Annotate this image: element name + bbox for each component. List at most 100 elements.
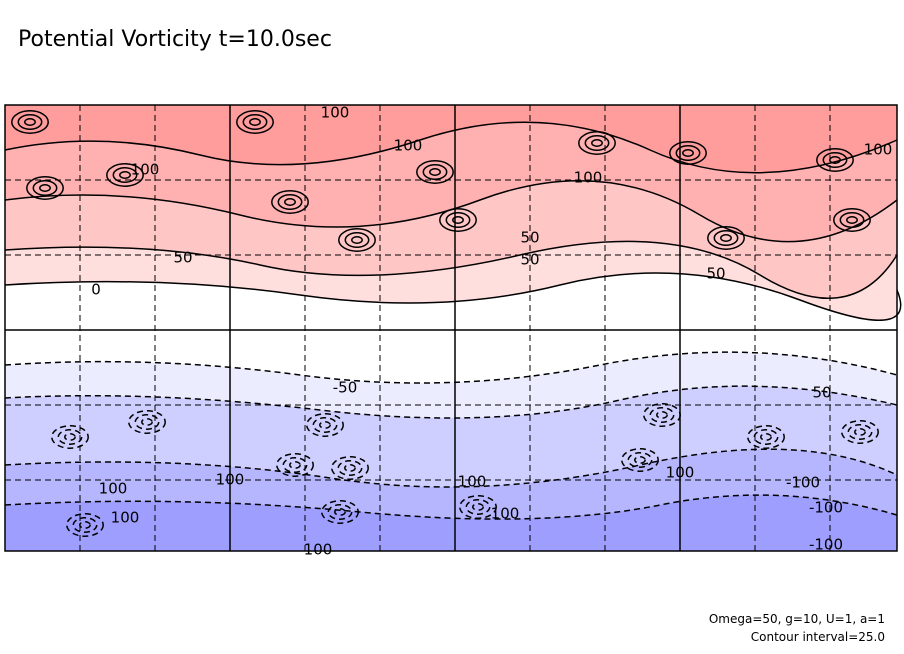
vortex: [634, 456, 646, 464]
vortex: [682, 149, 694, 157]
vortex: [833, 208, 871, 232]
vortex: [289, 461, 301, 469]
contour-label: 50: [173, 249, 192, 267]
contour: [4, 121, 898, 174]
vortex: [847, 424, 873, 440]
vortex: [452, 216, 464, 224]
contour-label: -50: [333, 379, 358, 397]
vortex: [112, 167, 138, 183]
contour-label: 100: [864, 141, 893, 159]
vortex: [242, 114, 268, 130]
contour-label: 100: [216, 471, 245, 489]
vortex: [338, 228, 376, 252]
vortex: [459, 495, 497, 519]
vortex: [720, 234, 732, 242]
vortex: [344, 464, 356, 472]
vortex: [57, 429, 83, 445]
vortex: [128, 410, 166, 434]
vortex: [472, 503, 484, 511]
vortex: [72, 517, 98, 533]
contour-label: 100: [131, 161, 160, 179]
contour: [4, 351, 898, 384]
vortex: [337, 460, 363, 476]
vortex: [64, 433, 76, 441]
contour: [4, 448, 898, 488]
vortex: [854, 428, 866, 436]
vortex: [465, 499, 491, 515]
vortex: [747, 425, 785, 449]
grid: [5, 105, 897, 551]
contour: [4, 240, 898, 300]
contour: [4, 272, 902, 321]
vortex: [282, 457, 308, 473]
vortex: [760, 433, 772, 441]
contour-label: 100: [458, 473, 487, 491]
contour-label: 100: [394, 137, 423, 155]
contour-label: 50: [812, 384, 831, 402]
contour-label: -100: [786, 474, 820, 492]
contour-label: 100: [666, 464, 695, 482]
vortex: [584, 135, 610, 151]
vortex: [11, 110, 49, 134]
annotation: Contour interval=25.0: [751, 630, 885, 644]
vortex: [24, 118, 36, 126]
vortex: [591, 139, 603, 147]
vortex: [319, 421, 331, 429]
vortex: [134, 414, 160, 430]
vortex: [841, 420, 879, 444]
vortex: [713, 230, 739, 246]
vortex: [32, 180, 58, 196]
vortex: [675, 145, 701, 161]
contour-label: -100: [809, 536, 843, 554]
contour-label: 50: [520, 251, 539, 269]
contour-label: 100: [491, 505, 520, 523]
vortex: [649, 407, 675, 423]
vortex: [106, 163, 144, 187]
vortex: [321, 500, 359, 524]
contour-label: 100: [574, 169, 603, 187]
contour-label: 100: [321, 104, 350, 122]
vortex: [344, 232, 370, 248]
vortex: [816, 148, 854, 172]
vortex: [445, 212, 471, 228]
vortex: [707, 226, 745, 250]
vortex: [284, 198, 296, 206]
vortex: [271, 190, 309, 214]
vortex: [66, 513, 104, 537]
vortex: [306, 413, 344, 437]
annotation: Omega=50, g=10, U=1, a=1: [709, 612, 885, 626]
vortex: [331, 456, 369, 480]
vortex: [578, 131, 616, 155]
frame: [4, 104, 898, 552]
contour: [4, 179, 898, 243]
band: [5, 495, 897, 551]
vortex: [822, 152, 848, 168]
vortex: [141, 418, 153, 426]
chart-title: Potential Vorticity t=10.0sec: [18, 27, 332, 52]
vortex: [312, 417, 338, 433]
vortex: [334, 508, 346, 516]
contour-label: 0: [91, 281, 101, 299]
contour: [4, 494, 898, 520]
vortex: [39, 184, 51, 192]
vortex: [627, 452, 653, 468]
vortex: [327, 504, 353, 520]
vortex: [17, 114, 43, 130]
contour-label: 50: [706, 265, 725, 283]
vortex: [846, 216, 858, 224]
vortex: [439, 208, 477, 232]
vortex: [276, 453, 314, 477]
contour-label: -100: [809, 499, 843, 517]
vortex: [839, 212, 865, 228]
vortex: [236, 110, 274, 134]
vortex: [26, 176, 64, 200]
vortex: [277, 194, 303, 210]
contour-label: 100: [304, 541, 333, 559]
contour-label: 50: [520, 229, 539, 247]
vortex: [621, 448, 659, 472]
vortex: [351, 236, 363, 244]
vortex: [669, 141, 707, 165]
vortex: [422, 164, 448, 180]
